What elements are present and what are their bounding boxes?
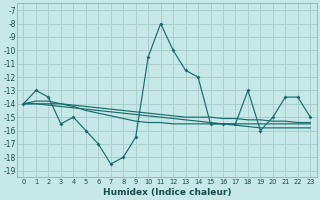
X-axis label: Humidex (Indice chaleur): Humidex (Indice chaleur) (103, 188, 231, 197)
